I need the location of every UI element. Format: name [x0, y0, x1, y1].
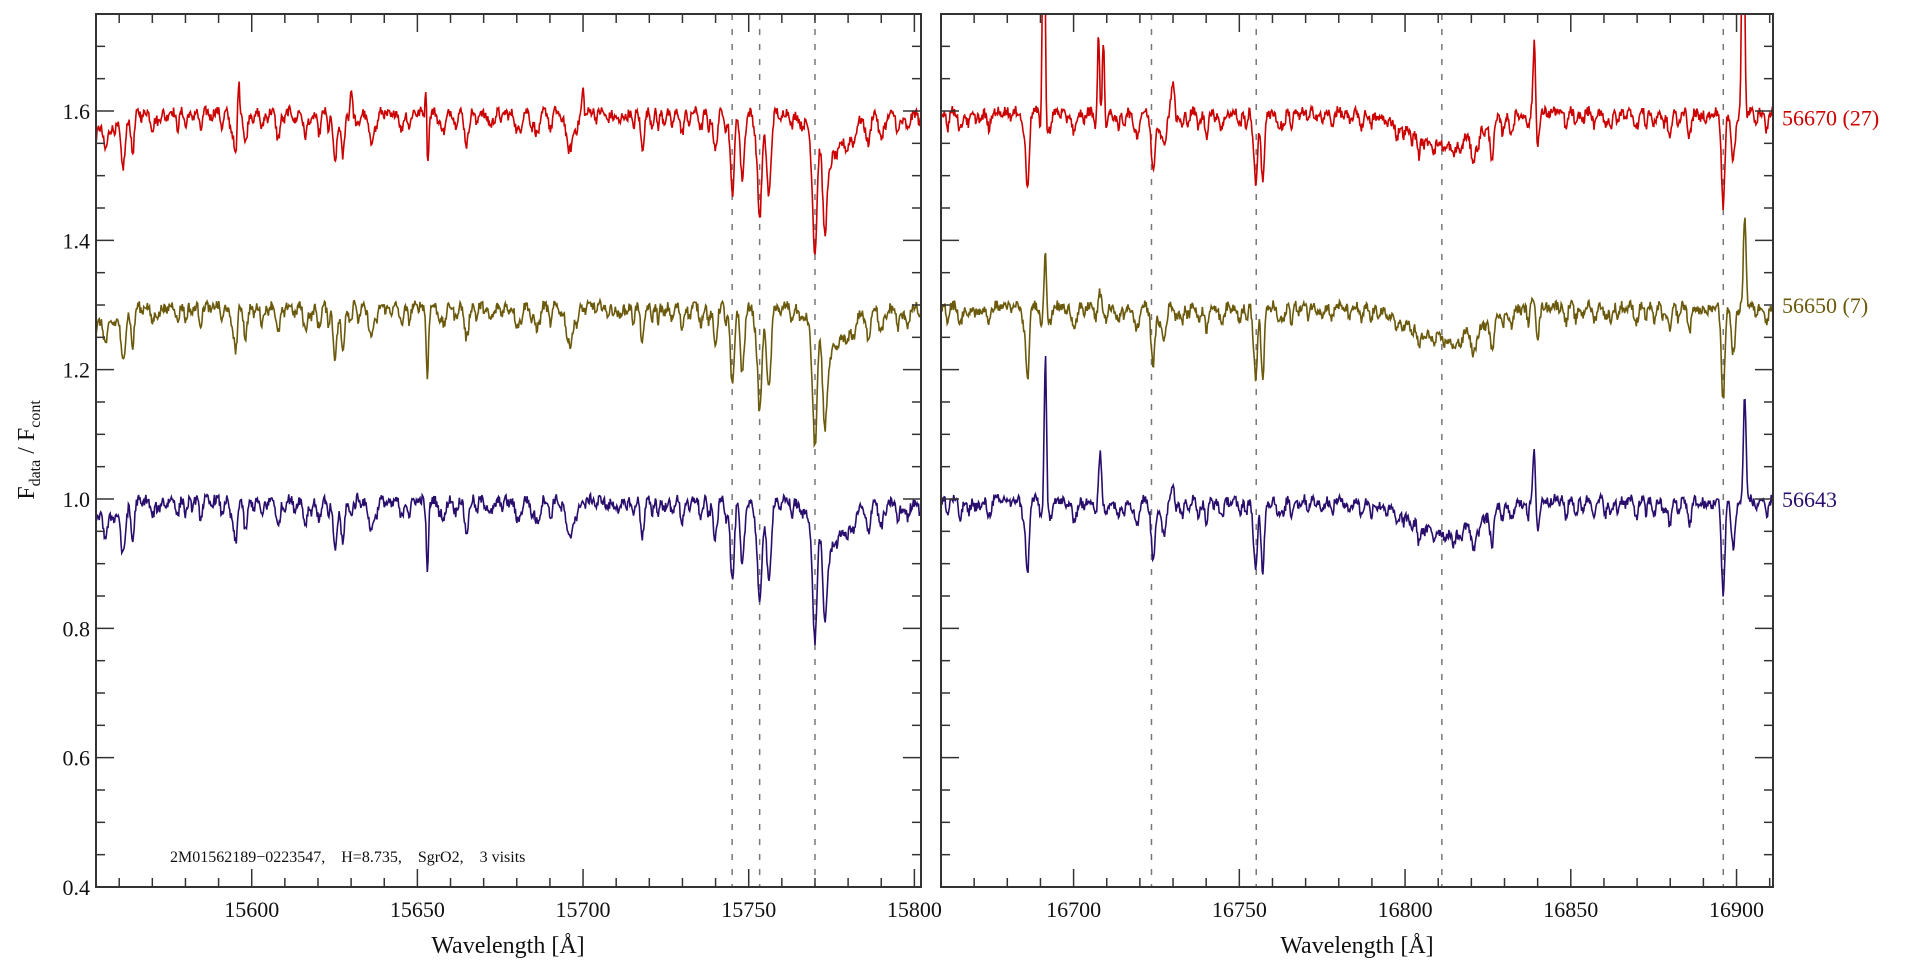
x-axis-title-left: Wavelength [Å]	[431, 933, 584, 959]
y-axis-title: Fdata / Fcont	[14, 400, 44, 500]
x-tick-label: 15700	[556, 897, 611, 922]
spectrum-line-56643	[941, 355, 1773, 597]
x-tick-label: 16900	[1709, 897, 1764, 922]
y-tick-label: 1.2	[63, 358, 91, 383]
y-axis-title-sub-data: data	[27, 460, 44, 487]
panel-frame	[95, 13, 922, 888]
x-tick-label: 15650	[390, 897, 445, 922]
x-tick-label: 15600	[224, 897, 279, 922]
series-label: 56650 (7)	[1782, 293, 1868, 318]
x-axis-title-right: Wavelength [Å]	[1280, 933, 1433, 959]
panel-left: 15600 15650 15700 15750 15800 0.4 0.6 0.8 1.0 1.2…	[63, 13, 942, 922]
x-tick-label: 16850	[1543, 897, 1598, 922]
y-axis-title-sub-cont: cont	[27, 400, 44, 428]
spectrum-line-56650	[96, 297, 921, 449]
y-tick-label: 0.4	[63, 875, 91, 900]
y-tick-label: 0.6	[63, 746, 91, 771]
y-tick-label: 1.0	[63, 487, 91, 512]
panel-right: 16700 16750 16800 16850 16900	[940, 13, 1774, 922]
panel-frame	[940, 13, 1774, 888]
y-tick-label: 0.8	[63, 616, 91, 641]
x-tick-label: 15750	[721, 897, 776, 922]
x-tick-label: 16700	[1046, 897, 1101, 922]
spectrum-line-56650	[941, 217, 1773, 399]
star-info-annotation: 2M01562189−0223547, H=8.735, SgrO2, 3 vi…	[170, 849, 525, 866]
spectrum-line-56670	[941, 14, 1773, 211]
series-label: 56643	[1782, 487, 1837, 512]
series-label: 56670 (27)	[1782, 105, 1879, 130]
y-tick-label: 1.6	[63, 99, 91, 124]
x-tick-label: 16800	[1378, 897, 1433, 922]
y-axis-title-sep: / F	[14, 428, 40, 460]
x-tick-label: 16750	[1212, 897, 1267, 922]
x-tick-label: 15800	[887, 897, 942, 922]
spectrum-line-56670	[96, 81, 921, 255]
y-axis-title-f: F	[14, 486, 40, 499]
spectrum-line-56643	[96, 491, 921, 646]
y-tick-label: 1.4	[63, 228, 91, 253]
